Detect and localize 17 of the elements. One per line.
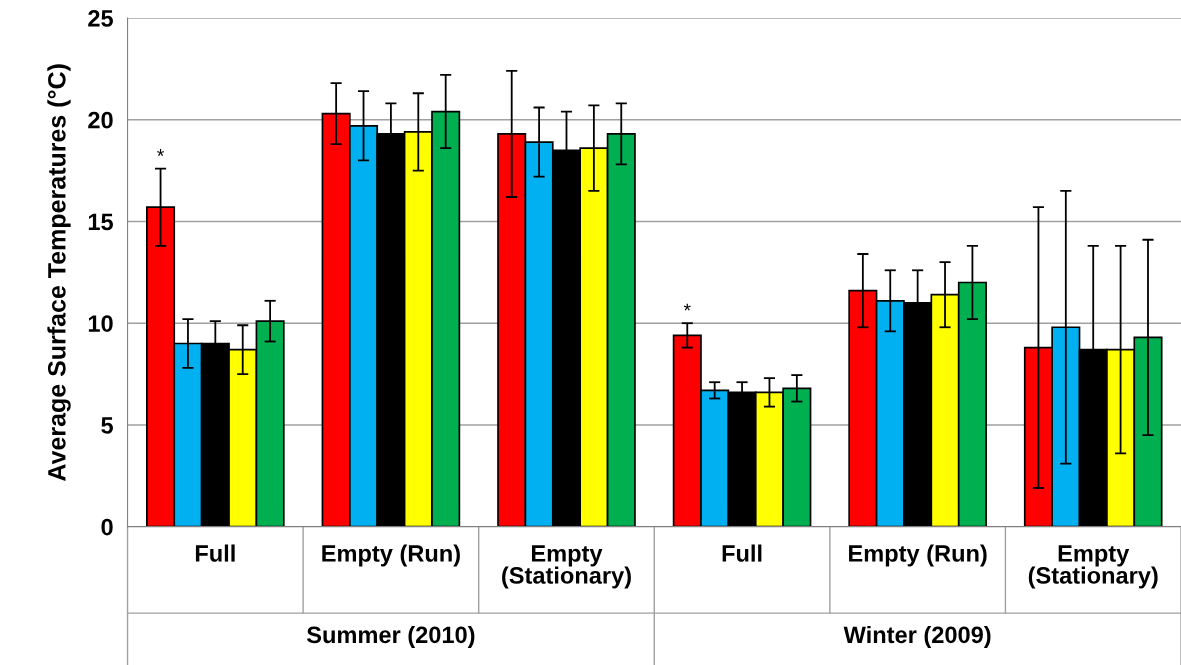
text: Winter (2009)	[843, 625, 991, 648]
x-tick-label: Empty (Run)	[849, 544, 987, 567]
y-tick-label: 10	[88, 315, 113, 332]
y-axis-title: Average Surface Temperatures (°C)	[47, 64, 71, 481]
y-tick-label: 0	[101, 518, 113, 536]
data-label: *	[683, 303, 691, 311]
x-tick-label: Empty (Stationary)	[1028, 545, 1158, 589]
y-tick-label: 5	[101, 417, 113, 434]
y-tick-label: 25	[88, 10, 113, 27]
x-tick-label: Empty (Stationary)	[502, 545, 631, 589]
x-tick-label: Full	[195, 544, 235, 562]
y-tick-label: 20	[88, 111, 113, 129]
y-tick-label: 15	[88, 213, 113, 231]
data-label: *	[157, 149, 165, 156]
text: Summer (2010)	[306, 625, 475, 648]
x-tick-label: Full	[722, 544, 762, 562]
x-tick-label: Empty (Run)	[322, 544, 460, 567]
